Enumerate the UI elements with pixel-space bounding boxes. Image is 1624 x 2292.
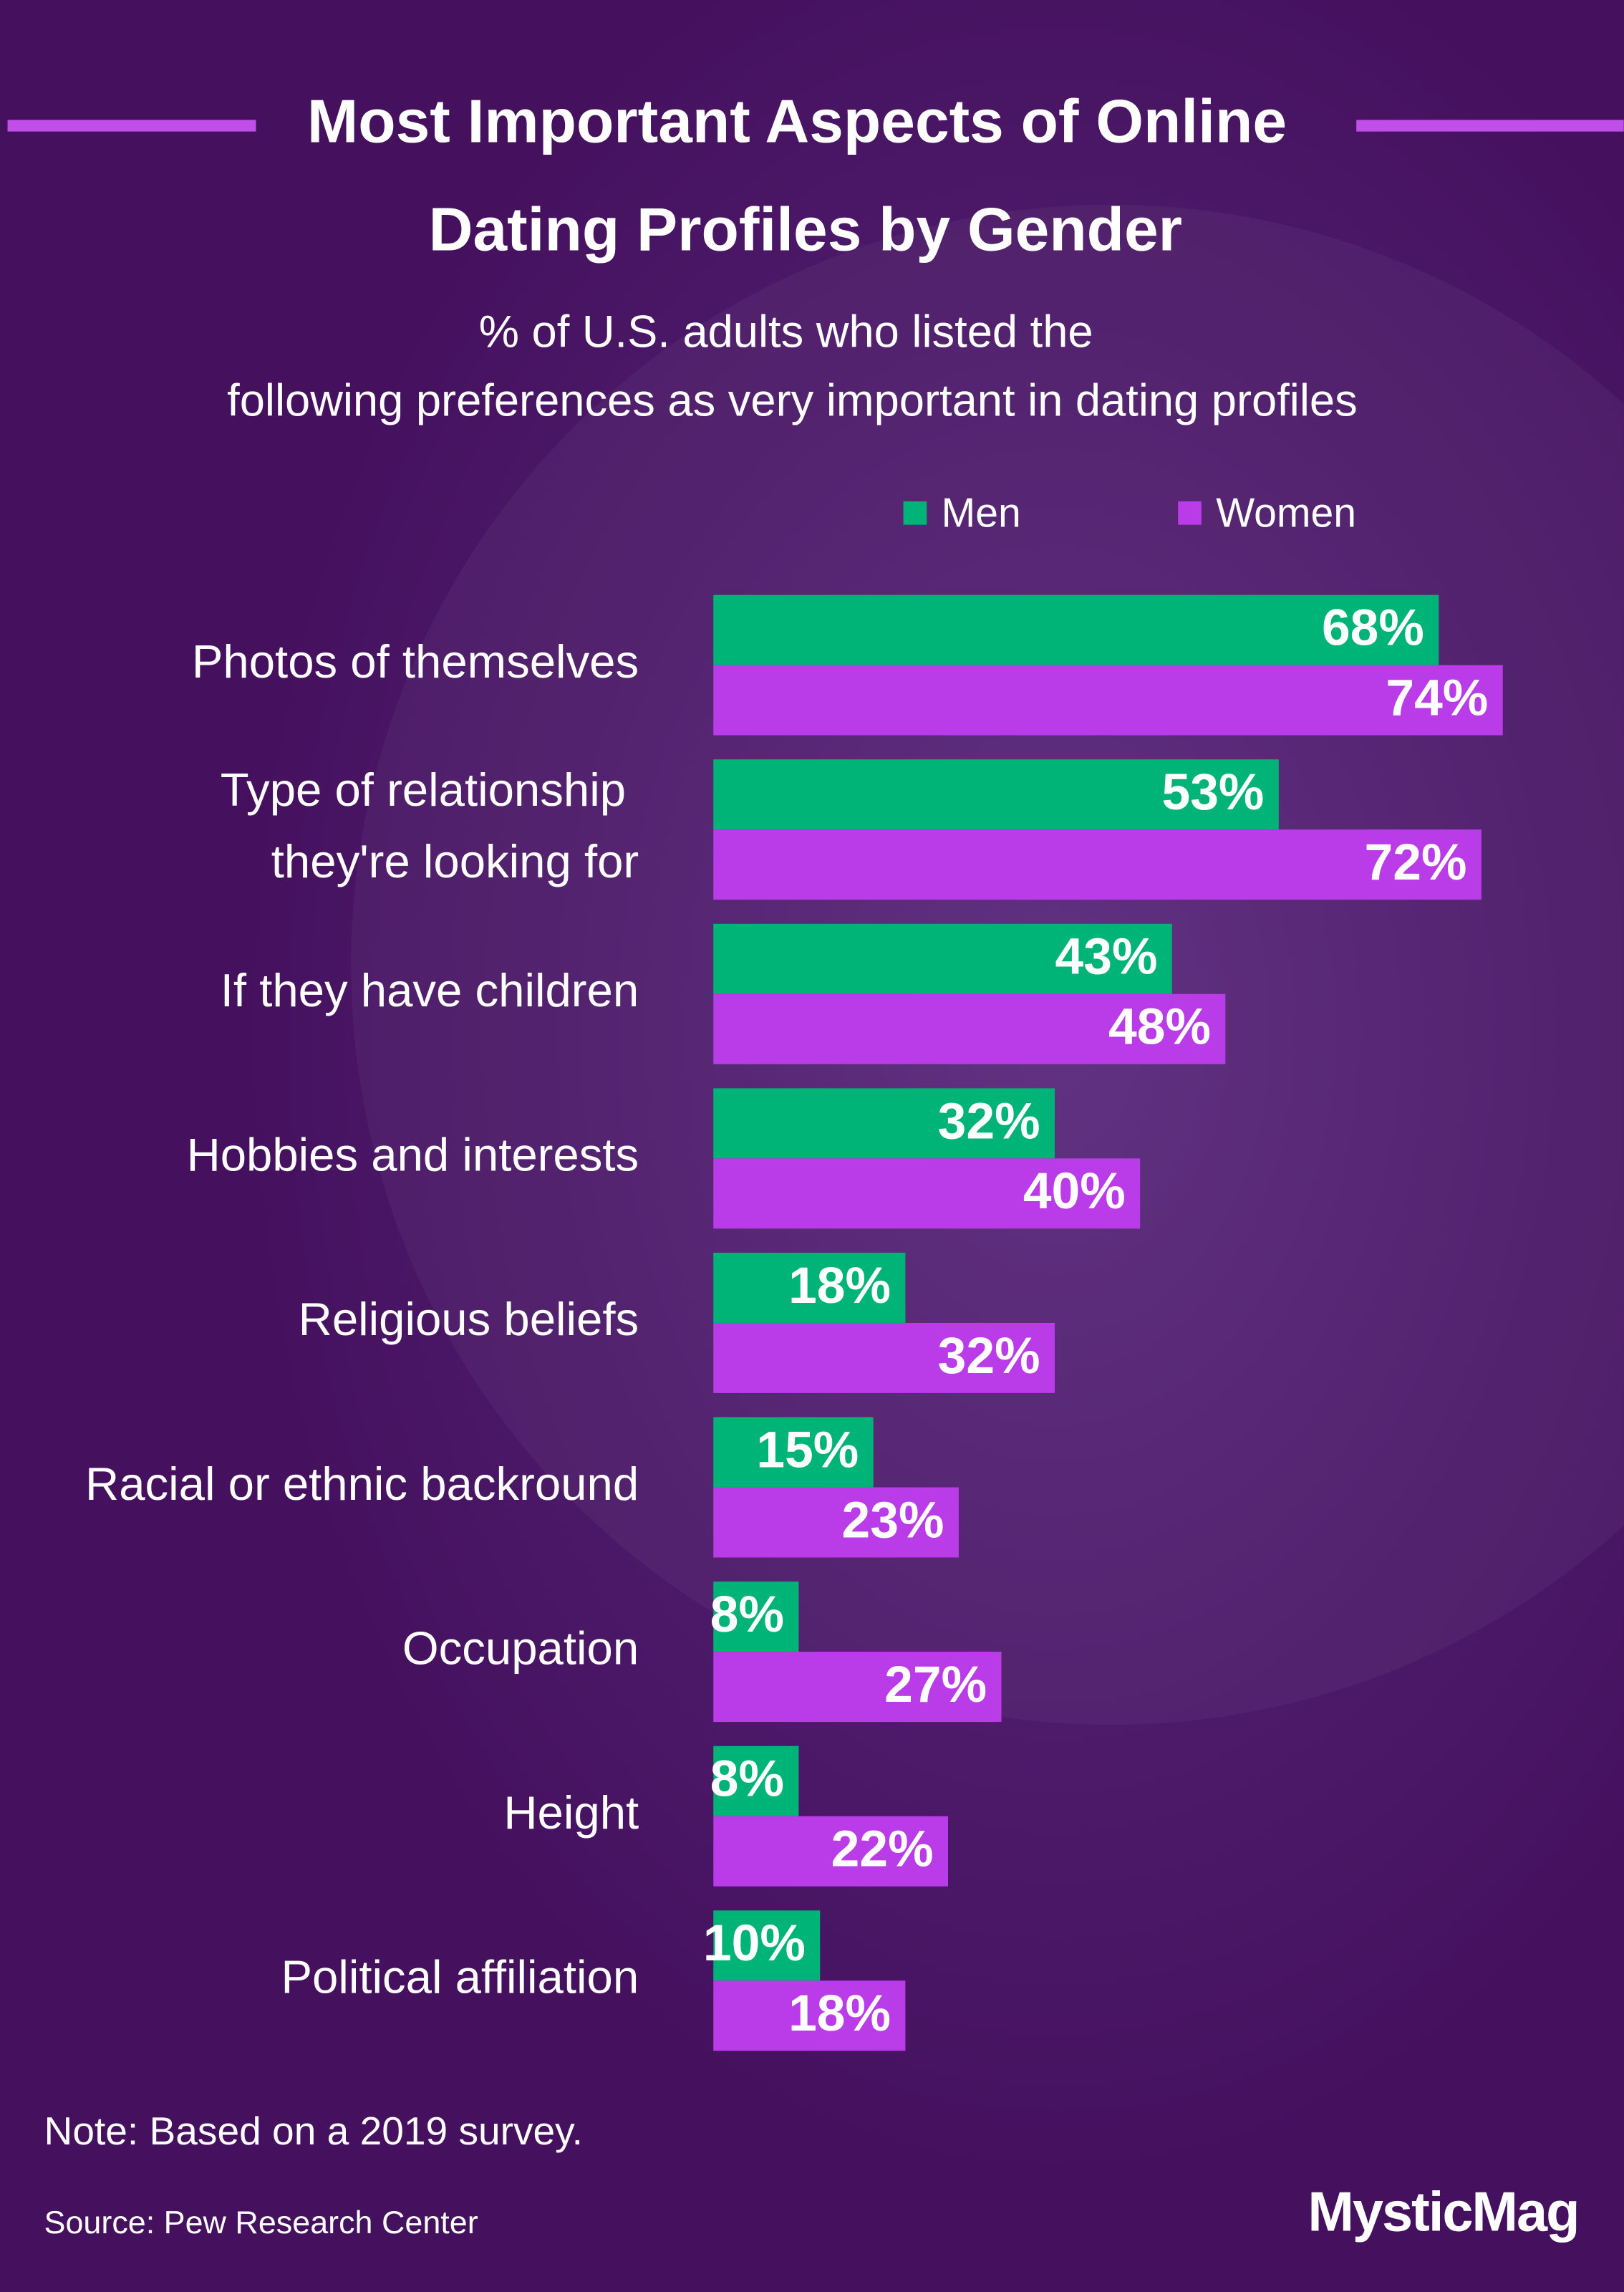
note: Note: Based on a 2019 survey. <box>44 2109 583 2153</box>
value-label: 68% <box>1322 599 1424 656</box>
legend-label: Men <box>942 491 1021 536</box>
bar <box>713 993 1226 1064</box>
legend-label: Women <box>1216 491 1356 536</box>
chart-subtitle: % of U.S. adults who listed the followin… <box>227 307 1358 425</box>
bar <box>713 1322 1055 1393</box>
y-tick-label: Photos of themselves <box>192 635 639 688</box>
legend-swatch <box>1178 501 1202 525</box>
bar <box>713 1980 906 2051</box>
bar <box>713 1158 1141 1229</box>
bar <box>713 759 1279 830</box>
value-label: 27% <box>884 1656 987 1713</box>
chart-title: Most Important Aspects of Online Dating … <box>307 87 1304 264</box>
brand-logo: MysticMag <box>1308 2181 1578 2243</box>
value-label: 32% <box>938 1327 1040 1385</box>
y-tick-label: If they have children <box>221 964 639 1016</box>
y-tick-label: Political affiliation <box>281 1951 639 2003</box>
bar <box>713 1746 799 1816</box>
bar <box>713 1652 1002 1723</box>
source: Source: Pew Research Center <box>44 2204 478 2240</box>
value-label: 18% <box>788 1257 891 1314</box>
bar <box>713 1487 959 1558</box>
bar <box>713 1910 821 1981</box>
bar <box>713 665 1503 736</box>
y-tick-label: Religious beliefs <box>299 1293 639 1345</box>
bar <box>713 1417 874 1488</box>
bar <box>713 1816 948 1887</box>
y-tick-label: Hobbies and interests <box>187 1129 639 1181</box>
value-label: 23% <box>842 1491 944 1549</box>
value-label: 43% <box>1055 928 1158 986</box>
value-label: 72% <box>1365 834 1467 891</box>
y-tick-label: Type of relationship they're looking for <box>221 764 639 887</box>
value-label: 74% <box>1386 669 1488 726</box>
value-label: 10% <box>703 1915 806 1972</box>
bar <box>713 1088 1055 1159</box>
value-label: 32% <box>938 1092 1040 1150</box>
bar <box>713 923 1172 994</box>
value-label: 53% <box>1162 764 1265 821</box>
value-label: 8% <box>710 1586 784 1643</box>
value-label: 15% <box>756 1421 859 1478</box>
bar <box>713 594 1439 665</box>
value-label: 40% <box>1023 1162 1126 1220</box>
y-tick-label: Occupation <box>402 1622 639 1674</box>
bar <box>713 1581 799 1652</box>
value-label: 48% <box>1108 998 1211 1056</box>
value-label: 8% <box>710 1751 784 1808</box>
value-label: 18% <box>788 1985 891 2042</box>
y-tick-label: Racial or ethnic backround <box>85 1458 639 1510</box>
value-label: 22% <box>831 1821 934 1878</box>
legend-swatch <box>903 501 927 525</box>
y-tick-label: Height <box>503 1786 639 1839</box>
bar <box>713 1252 906 1323</box>
bar <box>713 829 1482 900</box>
